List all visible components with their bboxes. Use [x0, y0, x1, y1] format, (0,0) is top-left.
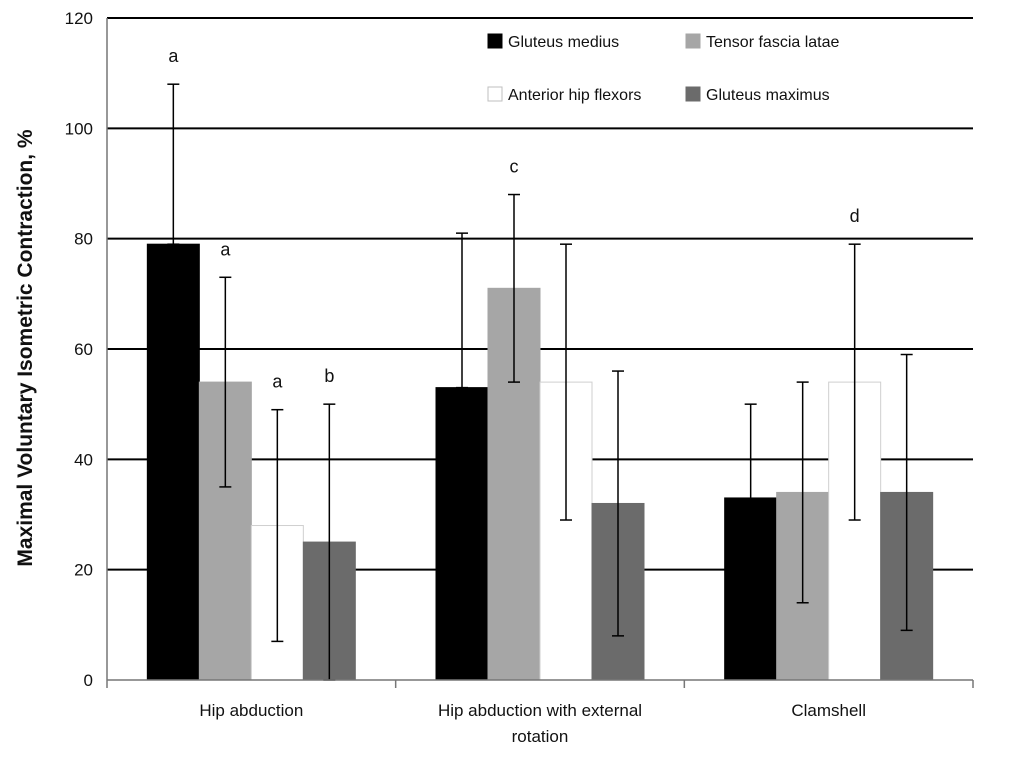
significance-label: a — [272, 372, 283, 392]
x-category-label: Hip abduction — [199, 701, 303, 720]
x-category-label: Clamshell — [791, 701, 866, 720]
legend-label: Tensor fascia latae — [706, 34, 840, 51]
y-tick-label: 60 — [74, 340, 93, 359]
y-tick-label: 40 — [74, 450, 93, 469]
y-tick-label: 120 — [65, 9, 93, 28]
legend: Gluteus medius Tensor fascia latae Anterio… — [487, 33, 840, 104]
legend-label: Anterior hip flexors — [508, 87, 641, 104]
x-category-label: Hip abduction with external — [438, 701, 642, 720]
bar — [435, 387, 489, 681]
y-tick-label: 20 — [74, 561, 93, 580]
legend-swatch — [685, 86, 701, 102]
y-tick-label: 80 — [74, 230, 93, 249]
y-tick-label: 0 — [84, 671, 93, 690]
x-category-label: rotation — [512, 727, 569, 746]
legend-label: Gluteus medius — [508, 34, 619, 51]
significance-label: b — [324, 366, 334, 386]
legend-swatch — [487, 33, 503, 49]
significance-labels: a a a b c d — [168, 46, 859, 391]
significance-label: d — [850, 206, 860, 226]
y-axis-label: Maximal Voluntary Isometric Contraction,… — [14, 129, 37, 567]
y-tick-label: 100 — [65, 119, 93, 138]
axes: 0 20 40 60 80 100 120 Hip abduction Hip abductio… — [65, 9, 974, 746]
significance-label: a — [168, 46, 179, 66]
significance-label: a — [220, 239, 231, 259]
legend-swatch — [487, 86, 503, 102]
legend-label: Gluteus maximus — [706, 87, 830, 104]
significance-label: c — [510, 157, 519, 177]
legend-swatch — [685, 33, 701, 49]
bar — [146, 243, 200, 681]
error-bars — [167, 83, 913, 681]
bars — [146, 243, 934, 681]
